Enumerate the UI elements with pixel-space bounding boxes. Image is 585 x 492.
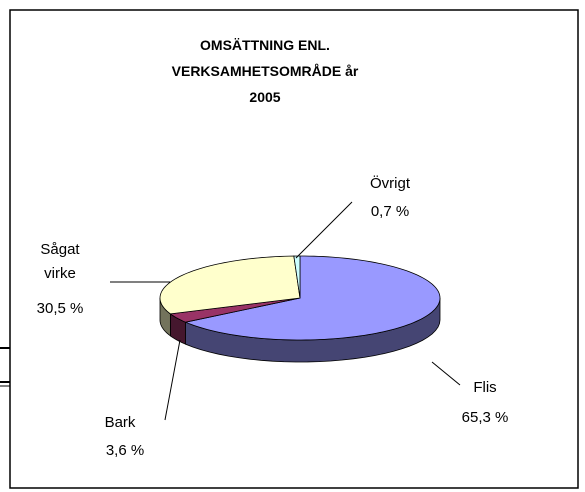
pie-slice bbox=[159, 255, 301, 315]
chart-title: OMSÄTTNING ENL. VERKSAMHETSOMRÅDE år 200… bbox=[171, 37, 359, 105]
leader-line bbox=[164, 339, 181, 421]
leader-lines bbox=[110, 201, 461, 421]
chart-frame bbox=[9, 9, 579, 489]
pie-slice bbox=[169, 297, 301, 323]
slice-label: Flis bbox=[473, 379, 497, 396]
slice-label: Bark bbox=[104, 414, 136, 431]
slice-value: 0,7 % bbox=[370, 203, 410, 220]
pie-slice bbox=[293, 255, 301, 299]
leader-line bbox=[431, 361, 461, 386]
slice-value: 65,3 % bbox=[461, 409, 509, 426]
slice-label: Sågat virke bbox=[40, 241, 80, 282]
pie bbox=[159, 255, 441, 363]
leader-line bbox=[295, 201, 353, 259]
slice-label: Övrigt bbox=[369, 175, 410, 192]
slice-value: 3,6 % bbox=[105, 442, 145, 459]
slice-value: 30,5 % bbox=[36, 300, 84, 317]
pie-slice bbox=[184, 255, 441, 341]
